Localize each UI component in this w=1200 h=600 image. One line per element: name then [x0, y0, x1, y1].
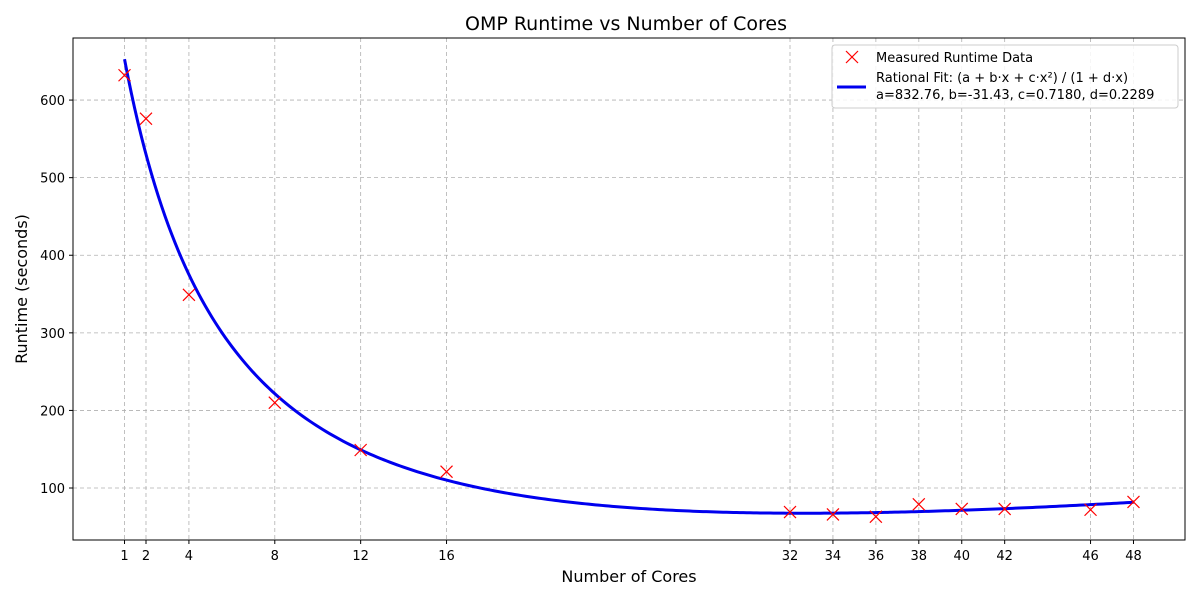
x-tick-label: 4: [185, 549, 193, 564]
points-layer: [118, 68, 1140, 524]
data-point: [354, 443, 368, 457]
x-axis-ticks: 1 2 4 8 12 16 32 34 36 38 40 42 46 48: [120, 540, 1142, 564]
x-tick-label: 46: [1082, 549, 1099, 564]
x-tick-label: 16: [438, 549, 455, 564]
x-tick-label: 34: [825, 549, 842, 564]
data-point: [783, 505, 797, 519]
y-tick-label: 500: [40, 172, 65, 187]
x-tick-label: 12: [352, 549, 369, 564]
y-tick-label: 100: [40, 482, 65, 497]
x-tick-label: 8: [271, 549, 279, 564]
y-axis-ticks: 100 200 300 400 500 600: [40, 94, 73, 497]
y-tick-label: 600: [40, 94, 65, 109]
legend-label-fit: Rational Fit: (a + b·x + c·x²) / (1 + d·…: [876, 71, 1128, 86]
x-tick-label: 42: [996, 549, 1013, 564]
y-tick-label: 200: [40, 404, 65, 419]
x-axis-label: Number of Cores: [561, 567, 696, 586]
x-tick-label: 1: [120, 549, 128, 564]
data-point: [118, 68, 131, 82]
y-tick-label: 300: [40, 327, 65, 342]
data-point: [268, 396, 282, 410]
chart-title: OMP Runtime vs Number of Cores: [465, 13, 787, 35]
data-point: [955, 502, 969, 516]
plot-frame: [72, 37, 1186, 541]
y-tick-label: 400: [40, 249, 65, 264]
legend-label-measured: Measured Runtime Data: [876, 51, 1033, 66]
fit-curve: [123, 58, 1134, 515]
y-axis-label: Runtime (seconds): [12, 214, 31, 364]
x-tick-label: 36: [868, 549, 885, 564]
data-point: [869, 510, 883, 524]
x-tick-label: 40: [953, 549, 970, 564]
x-tick-label: 32: [782, 549, 799, 564]
data-point: [182, 288, 196, 302]
legend-label-fit-params: a=832.76, b=-31.43, c=0.7180, d=0.2289: [876, 88, 1154, 103]
data-point: [826, 507, 840, 521]
legend-box: [831, 44, 1179, 109]
data-point: [440, 465, 453, 479]
x-tick-label: 48: [1125, 549, 1142, 564]
data-point: [998, 502, 1012, 516]
fit-layer: [123, 58, 1134, 515]
data-point: [1084, 503, 1097, 517]
data-point: [139, 112, 153, 126]
legend: Measured Runtime Data Rational Fit: (a +…: [831, 44, 1179, 109]
x-tick-label: 2: [142, 549, 150, 564]
data-point: [912, 497, 926, 511]
data-point: [1127, 495, 1140, 509]
legend-marker-measured: [845, 50, 859, 64]
x-tick-label: 38: [911, 549, 928, 564]
